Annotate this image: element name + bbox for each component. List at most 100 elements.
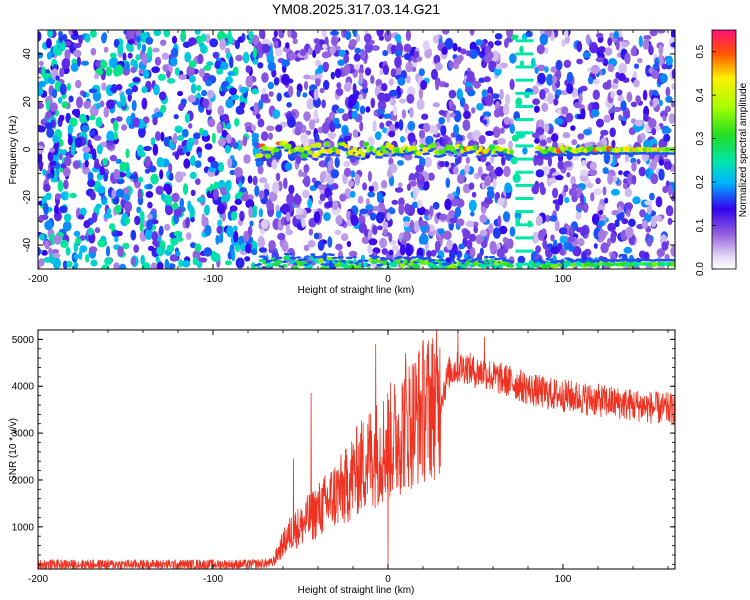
spectrogram-band-cell xyxy=(314,142,322,148)
spectrogram-cell xyxy=(541,102,549,112)
spectrogram-cell xyxy=(166,244,175,253)
spectrogram-cell xyxy=(338,49,346,57)
spectrogram-band-cell xyxy=(382,257,389,261)
x-tick-label: 100 xyxy=(555,574,572,585)
spectrogram-cell xyxy=(665,95,673,103)
spectrogram-cell xyxy=(87,179,96,188)
y-tick-label: -20 xyxy=(22,190,33,205)
spectrogram-cell xyxy=(631,161,637,172)
spectrogram-band-cell xyxy=(324,146,330,150)
spectrogram-cell xyxy=(251,34,260,46)
spectrogram-cell xyxy=(52,135,59,144)
spectrogram-cell xyxy=(595,57,605,63)
spectrogram-cell xyxy=(194,160,202,169)
spectrogram-cell xyxy=(146,183,153,190)
spectrogram-cell xyxy=(154,111,164,118)
spectrogram-cell xyxy=(227,30,232,42)
spectrogram-cell xyxy=(542,239,548,250)
spectrogram-cell xyxy=(658,168,665,181)
spectrogram-band-cell xyxy=(335,148,341,155)
spectrogram-cell xyxy=(346,240,352,248)
spectrogram-cell xyxy=(234,40,240,50)
spectrogram-cell xyxy=(141,43,147,53)
spectrogram-cell xyxy=(463,103,469,112)
spectrogram-cell xyxy=(546,73,554,86)
spectrogram-cell xyxy=(45,192,52,201)
spectrogram-cell xyxy=(515,170,534,174)
spectrogram-cell xyxy=(559,235,567,244)
spectrogram-band-cell xyxy=(399,263,406,268)
spectrogram-band-cell xyxy=(456,257,461,261)
spectrogram-cell xyxy=(272,109,281,119)
spectrogram-cell xyxy=(407,120,416,131)
spectrogram-band-cell xyxy=(345,256,353,260)
spectrogram-cell xyxy=(132,77,141,83)
spectrogram-band-cell xyxy=(337,255,344,259)
spectrogram-cell xyxy=(46,51,53,60)
spectrogram-cell xyxy=(492,178,497,190)
spectrogram-cell xyxy=(87,227,94,236)
spectrogram-cell xyxy=(206,89,215,99)
spectrogram-cell xyxy=(306,98,315,110)
spectrogram-cell xyxy=(643,35,652,40)
spectrogram-cell xyxy=(134,215,141,226)
spectrogram-band-cell xyxy=(343,148,349,152)
spectrogram-cell xyxy=(444,198,452,211)
spectrogram-cell xyxy=(299,48,307,56)
spectrogram-band-cell xyxy=(460,154,468,157)
spectrogram-cell xyxy=(139,210,145,223)
spectrogram-band-cell xyxy=(360,157,366,160)
spectrogram-cell xyxy=(322,61,330,70)
spectrogram-cell xyxy=(497,138,507,145)
spectrogram-cell xyxy=(539,139,547,146)
spectrogram-cell xyxy=(343,167,352,177)
spectrogram-cell xyxy=(115,178,125,185)
spectrogram-cell xyxy=(477,166,483,177)
spectrogram-cell xyxy=(449,217,459,224)
spectrogram-band-cell xyxy=(509,154,514,158)
spectrogram-cell xyxy=(448,89,457,99)
spectrogram-cell xyxy=(416,99,425,110)
spectrogram-cell xyxy=(588,168,598,177)
spectrogram-cell xyxy=(653,215,662,222)
spectrogram-cell xyxy=(382,228,388,236)
spectrogram-cell xyxy=(358,93,364,101)
spectrogram-cell xyxy=(458,243,466,250)
spectrogram-cell xyxy=(375,211,385,224)
spectrogram-cell xyxy=(659,73,668,84)
spectrogram-cell xyxy=(625,209,631,216)
spectrogram-cell xyxy=(602,81,612,90)
spectrogram-cell xyxy=(321,51,330,59)
spectrogram-cell xyxy=(181,260,191,268)
spectrogram-cell xyxy=(624,187,632,198)
spectrogram-cell xyxy=(102,157,108,166)
spectrogram-x-label: Height of straight line (km) xyxy=(298,285,415,296)
spectrogram-cell xyxy=(367,244,373,254)
spectrogram-cell xyxy=(258,190,265,200)
spectrogram-cell xyxy=(249,220,254,227)
spectrogram-cell xyxy=(313,38,320,44)
spectrogram-cell xyxy=(161,52,170,60)
spectrogram-cell xyxy=(621,41,629,48)
spectrogram-cell xyxy=(277,232,286,241)
spectrogram-cell xyxy=(668,113,675,124)
spectrogram-cell xyxy=(230,94,240,101)
spectrogram-cell xyxy=(405,244,413,257)
spectrogram-band-cell xyxy=(544,153,552,157)
spectrogram-cell xyxy=(456,250,463,259)
spectrogram-cell xyxy=(563,30,569,39)
spectrogram-cell xyxy=(479,229,488,237)
spectrogram-cell xyxy=(515,105,534,108)
spectrogram-cell xyxy=(209,38,219,48)
spectrogram-band-cell xyxy=(399,153,406,156)
spectrogram-cell xyxy=(169,142,175,150)
spectrogram-band-cell xyxy=(390,263,398,268)
spectrogram-cell xyxy=(649,192,655,201)
spectrogram-cell xyxy=(241,33,246,42)
spectrogram-cell xyxy=(331,183,339,190)
spectrogram-cell xyxy=(178,259,184,268)
spectrogram-cell xyxy=(212,188,219,201)
spectrogram-cell xyxy=(585,34,591,45)
spectrogram-cell xyxy=(361,236,370,245)
spectrogram-cell xyxy=(456,88,464,100)
